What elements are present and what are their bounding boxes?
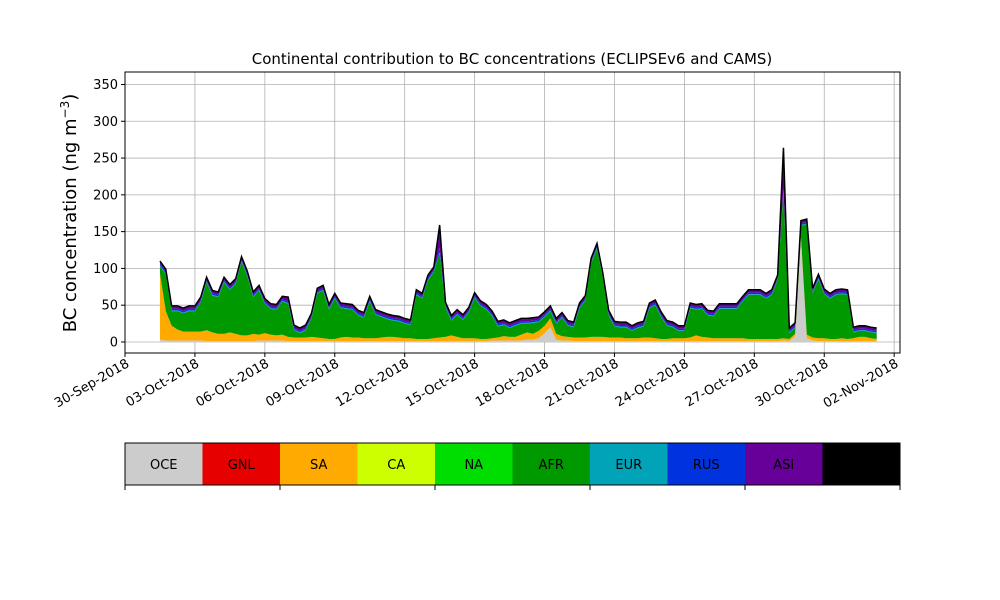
y-tick-label: 150 <box>93 225 118 240</box>
y-tick-label: 250 <box>93 152 118 167</box>
legend-swatch-na <box>435 443 513 485</box>
legend-label-na: NA <box>464 458 483 473</box>
legend-swatch-gnl <box>202 443 280 485</box>
legend-label-oce: OCE <box>150 458 178 473</box>
y-tick-label: 200 <box>93 188 118 203</box>
y-tick-label: 0 <box>110 335 118 350</box>
area-oce <box>159 238 877 342</box>
total-outline <box>159 147 877 330</box>
legend-label-sa: SA <box>310 458 327 473</box>
legend-swatch-aus <box>822 443 900 485</box>
legend-label-aus: AUS <box>848 458 875 473</box>
area-afr <box>159 191 877 340</box>
legend-swatch-oce <box>125 443 203 485</box>
legend-swatch-asi <box>745 443 823 485</box>
legend-swatch-sa <box>280 443 358 485</box>
y-tick-label: 300 <box>93 115 118 130</box>
chart-title: Continental contribution to BC concentra… <box>252 50 773 68</box>
legend-colorbar: OCE GNL SA CA NA AFR EUR RUS ASI AUS <box>124 442 901 490</box>
y-axis-label-close: ) <box>60 94 81 101</box>
legend-frame <box>124 442 901 486</box>
legend-swatch-ca <box>357 443 435 485</box>
plot-frame <box>124 71 901 354</box>
area-layer <box>159 147 877 342</box>
y-tick-label: 100 <box>93 262 118 277</box>
y-tick-label: 50 <box>101 299 118 314</box>
legend-label-rus: RUS <box>693 458 720 473</box>
legend-swatch-rus <box>667 443 745 485</box>
legend-swatch-afr <box>512 443 590 485</box>
y-axis-label-superscript: −3 <box>58 101 72 119</box>
legend-label-gnl: GNL <box>228 458 256 473</box>
y-tick-label: 350 <box>93 78 118 93</box>
y-axis-label-main: BC concentration (ng m <box>60 118 81 332</box>
legend-label-afr: AFR <box>539 458 564 473</box>
legend-label-ca: CA <box>387 458 405 473</box>
legend-label-eur: EUR <box>615 458 642 473</box>
legend-swatch-eur <box>590 443 668 485</box>
legend-label-asi: ASI <box>773 458 794 473</box>
y-axis-label: BC concentration (ng m−3) <box>58 94 81 333</box>
